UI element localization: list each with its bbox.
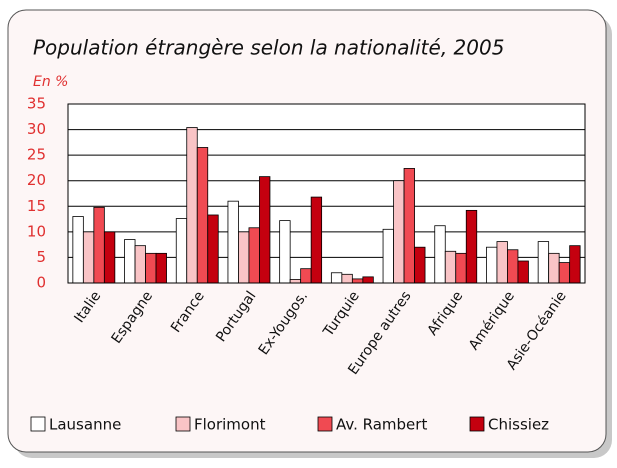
bar [279, 220, 291, 284]
bar [507, 249, 519, 284]
bar [289, 279, 302, 284]
bar [444, 250, 457, 284]
y-tick-label: 15 [27, 197, 46, 215]
legend-swatch [30, 416, 46, 432]
bar [300, 268, 312, 284]
bar [455, 252, 467, 284]
legend-swatch [469, 416, 485, 432]
bar [124, 239, 136, 284]
bar [382, 228, 394, 284]
legend-swatch [175, 416, 191, 432]
bar [351, 278, 364, 284]
y-tick-label: 20 [27, 171, 46, 189]
y-tick-label: 25 [27, 146, 46, 164]
bar [207, 214, 219, 284]
bar [310, 196, 323, 284]
bar [486, 246, 498, 284]
bar [330, 272, 343, 284]
bar [548, 252, 560, 284]
legend-label: Florimont [194, 416, 266, 434]
bar [569, 245, 581, 284]
bar [434, 225, 446, 284]
legend-label: Lausanne [49, 416, 121, 434]
y-tick-label: 0 [36, 274, 46, 292]
y-tick-label: 35 [27, 95, 46, 113]
y-tick-label: 30 [27, 120, 46, 138]
bar [186, 127, 198, 284]
legend-label: Chissiez [488, 416, 549, 434]
bar [196, 147, 209, 284]
y-tick-label: 5 [36, 248, 46, 266]
bar [362, 276, 374, 284]
bar [259, 176, 271, 284]
bar [103, 231, 116, 284]
bar [227, 200, 239, 284]
bar [134, 245, 146, 284]
bar [558, 262, 571, 284]
bar [82, 231, 95, 284]
bar [496, 241, 508, 284]
legend-swatch [317, 416, 333, 432]
y-axis-label: En % [33, 74, 68, 90]
bar [155, 252, 167, 284]
bar [414, 246, 426, 284]
bar [72, 216, 84, 284]
bar [465, 209, 478, 284]
y-tick-label: 10 [27, 222, 46, 240]
chart-title: Population étrangère selon la nationalit… [33, 36, 504, 60]
bar [403, 168, 415, 284]
plot-border [67, 103, 586, 284]
bar [248, 227, 260, 284]
bar [175, 218, 188, 284]
bar [517, 260, 529, 284]
bar [238, 231, 250, 284]
bar [341, 273, 353, 284]
bar [537, 241, 550, 284]
legend-label: Av. Rambert [336, 416, 427, 434]
bar [145, 252, 157, 284]
bar [93, 206, 105, 284]
bar [393, 180, 405, 284]
